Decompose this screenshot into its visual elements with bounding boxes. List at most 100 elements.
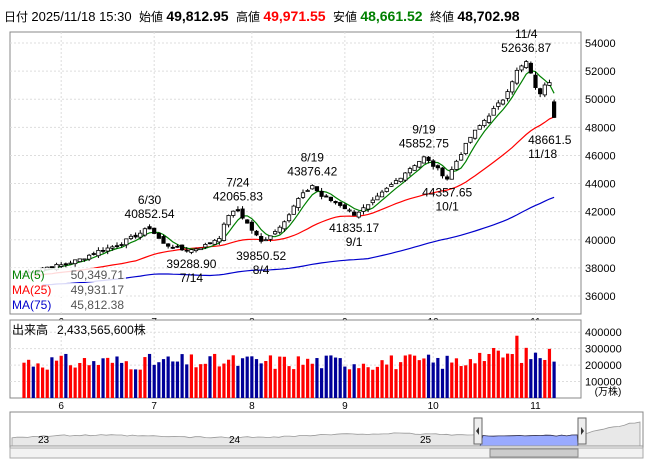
close-value: 48,702.98 [457,8,520,24]
candle-body [472,129,478,139]
candle-body [282,221,287,230]
volume-bar [292,369,296,398]
candle-body [73,259,78,265]
candle-body [291,205,296,215]
ma25-polyline [33,116,555,277]
navigator[interactable]: 23 24 25 [9,417,644,459]
candle-body [547,82,552,86]
volume-bar [315,358,319,398]
annotation-price: 41835.17 [329,221,379,235]
candle-body [87,254,92,260]
volume-bar [166,356,170,398]
high-label: 高値 [235,10,260,24]
volume-bar [92,361,96,398]
candle-body [207,242,213,245]
volume-bar [519,362,524,398]
volume-bar [264,361,268,398]
annotation-date: 11/4 [515,27,538,41]
candle-body [347,209,352,212]
price-tick-label: 38000 [585,263,616,275]
chevron-right-icon [581,427,584,435]
legend-bg [11,283,126,297]
navigator-scroll-thumb[interactable] [489,448,579,458]
candle-body [319,191,324,197]
volume-bar [96,364,100,398]
candle-body [305,190,310,192]
candle-body [491,108,496,116]
volume-bar [408,354,412,398]
candle-body [249,221,254,231]
candle-body [310,185,315,190]
volume-bar [296,356,300,398]
candle-body [217,238,222,243]
annotation-date: 8/4 [253,263,270,277]
candle-body [268,235,273,240]
volume-bar [268,355,273,398]
price-axis: 36000 38000 40000 42000 44000 46000 48000 50000… [585,38,616,303]
volume-bar [189,354,193,398]
annotation-price: 48661.5 [528,133,572,147]
candle-body [166,243,171,247]
annotation-date: 6/30 [138,193,162,207]
price-tick-label: 40000 [585,235,616,247]
volume-bar [110,362,114,398]
legend-bg [11,268,126,282]
candle-body [421,156,427,164]
annotation-date: 10/1 [435,200,459,214]
candle-body [240,208,245,219]
price-tick-label: 50000 [585,94,616,106]
price-tick-label: 48000 [585,122,616,134]
volume-bar [422,358,426,398]
annotation-price: 39850.52 [236,249,286,263]
annotation-price: 43876.42 [287,164,337,178]
candle-body [338,202,343,206]
volume-bar [45,369,49,398]
volume-bar [492,347,496,398]
price-tick-label: 42000 [585,207,616,219]
annotation-date: 8/19 [301,150,325,164]
volume-bar [143,357,147,398]
candle-body [203,244,208,248]
volume-bar [50,357,54,398]
annotation-price: 45852.75 [399,137,449,151]
legend-label: MA(5) [12,268,45,282]
candle-body [324,195,329,198]
volume-bar [78,362,82,398]
price-tick-label: 44000 [585,179,616,191]
candle-body [272,231,278,235]
volume-axis: 100000 200000 300000 400000 [585,327,622,388]
volume-bar [194,367,198,398]
candle-body [384,187,389,192]
ma5-line [28,69,555,274]
volume-bar [380,360,384,398]
volume-bar [538,358,542,398]
volume-bar [254,359,259,398]
volume-bar [361,363,366,398]
navigator-year-label: 25 [420,435,432,446]
candle-body [365,204,371,210]
volume-bar [185,364,189,398]
candle-body [156,232,161,239]
candle-body [458,154,464,161]
volume-bar [552,361,556,398]
volume-tick-label: 200000 [585,360,622,372]
candle-body [114,245,120,248]
candle-body [328,196,334,202]
candle-body [435,165,440,169]
annotation-price: 40852.54 [125,207,175,221]
candle-body [193,248,199,252]
legend-value: 45,812.38 [71,298,125,312]
navigator-scrollbar[interactable] [9,447,644,459]
volume-bar [487,353,491,398]
volume-x-tick-label: 9 [342,401,348,412]
volume-bar [431,362,435,398]
candle-body [175,245,180,248]
candle-body [314,186,320,192]
volume-bar [352,364,356,398]
candle-body [468,136,473,143]
volume-bar [180,354,184,398]
volume-bar [510,354,514,398]
volume-bar [152,364,156,398]
volume-bar [59,355,63,398]
candle-body [407,168,413,174]
